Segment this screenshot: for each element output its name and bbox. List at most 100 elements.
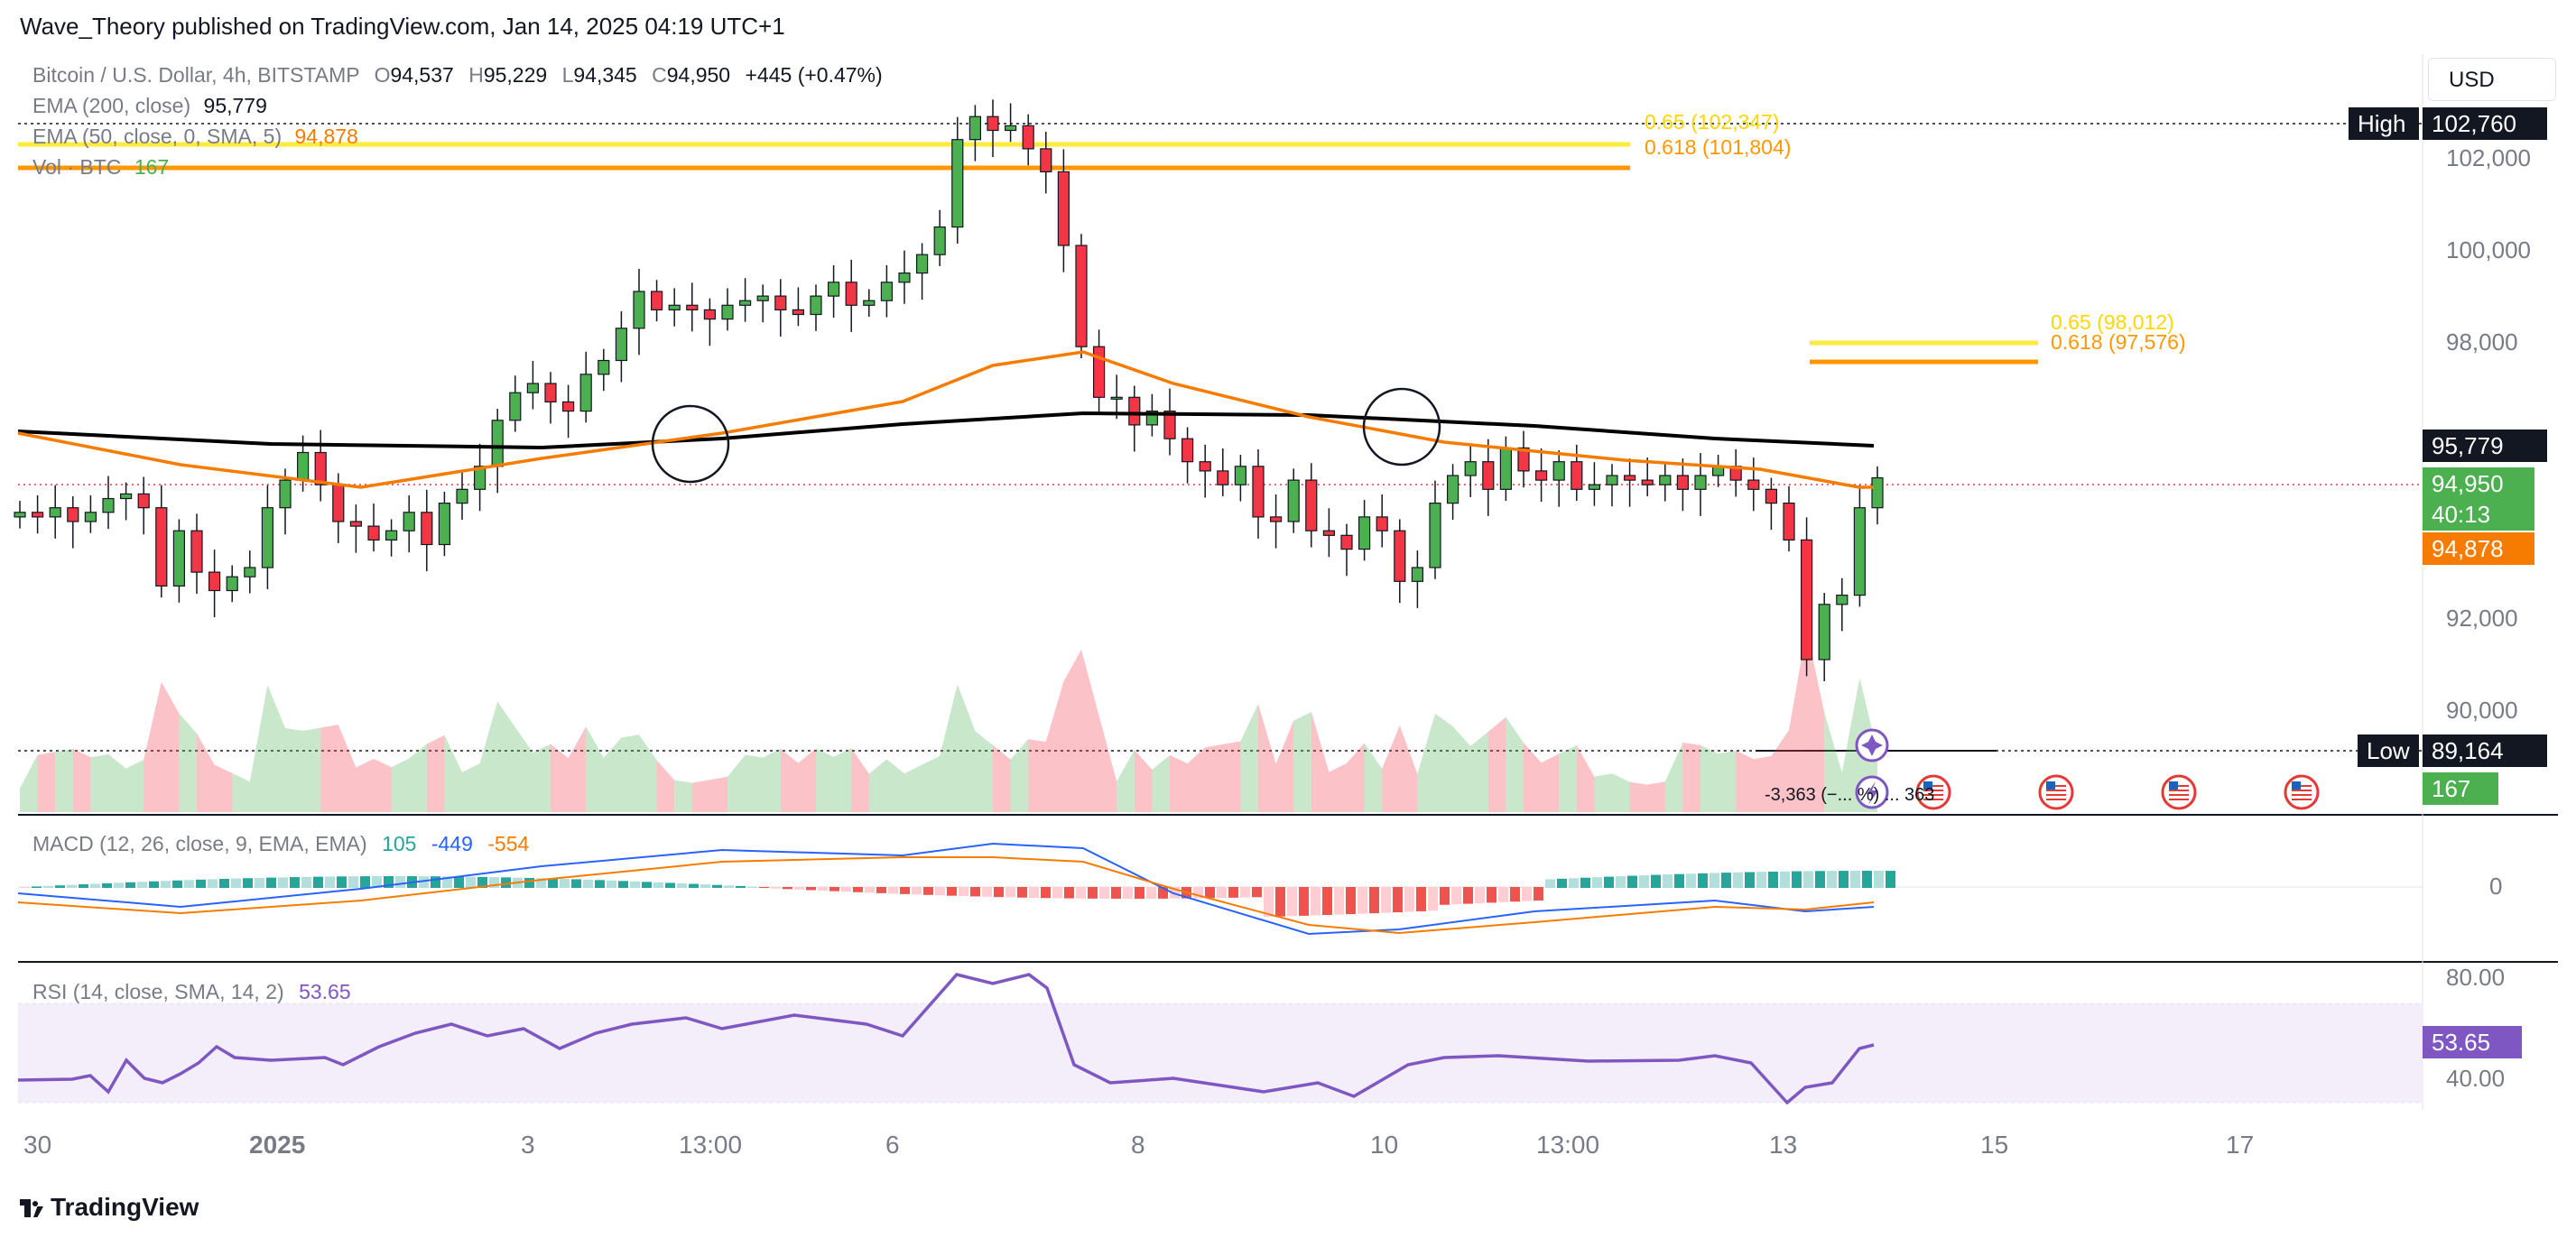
macd-hist-bar [43,885,53,888]
macd-hist-bar [1311,887,1320,916]
macd-hist-bar [1510,887,1520,902]
rsi-line [17,973,1875,1105]
macd-hist-bar [1886,871,1895,888]
macd-hist-bar [1686,873,1696,888]
fib-065-top-label: 0.65 (102,347) [1645,110,1780,134]
candle [403,512,415,531]
price-tick: 102,000 [2446,144,2531,171]
ema50-legend[interactable]: EMA (50, close, 0, SMA, 5) 94,878 [32,125,358,148]
macd-hist-bar [1498,887,1508,902]
volume-area [285,727,303,812]
candle [845,282,857,306]
crossover-circle-left [651,404,730,484]
candle [721,304,734,320]
candle [1464,461,1477,476]
candle [1800,539,1813,661]
macd-hist-bar [1135,887,1144,899]
candle [349,521,362,527]
candle [385,530,398,541]
macd-hist-bar [1017,887,1027,898]
candle [155,507,168,587]
candle [544,383,557,402]
volume-area [709,776,727,812]
time-tick: 10 [1370,1131,1399,1159]
candle [1871,476,1884,509]
candle [1305,479,1318,531]
time-tick: 2025 [249,1131,306,1159]
macd-hist-bar [548,878,558,888]
volume-legend[interactable]: Vol · BTC 167 [32,155,170,179]
macd-hist-bar [1252,887,1262,898]
volume-area [37,752,56,812]
ema200-legend[interactable]: EMA (200, close) 95,779 [32,94,267,117]
macd-hist-bar [841,887,851,892]
candle [1623,475,1636,481]
macd-hist-bar [67,884,77,888]
volume-tag: 167 [2423,772,2498,805]
volume-area [1028,739,1046,812]
macd-legend[interactable]: MACD (12, 26, close, 9, EMA, EMA) 105 -4… [32,832,530,855]
volume-area [922,755,941,812]
volume-area [780,748,799,812]
macd-hist-bar [360,876,370,888]
volume-area [1524,743,1542,812]
us-flag-event-icon [1915,774,1951,810]
volume-area [320,725,338,812]
volume-area [1134,749,1153,812]
volume-area [1347,743,1365,812]
volume-area [1081,650,1099,812]
macd-hist-bar [325,876,335,888]
symbol-legend: Bitcoin / U.S. Dollar, 4h, BITSTAMP O94,… [32,63,883,87]
macd-hist-bar [1850,871,1860,888]
currency-selector[interactable]: USD [2428,58,2556,101]
volume-area [1576,744,1595,812]
macd-hist-bar [935,887,945,896]
candle [421,512,433,546]
macd-hist-bar [1170,887,1180,899]
macd-hist-bar [1627,875,1637,888]
macd-hist-bar [900,887,910,894]
macd-hist-bar [477,876,487,888]
candle [1446,475,1459,504]
macd-hist-bar [912,887,922,895]
volume-area [1771,730,1789,812]
macd-hist-bar [442,876,452,888]
macd-hist-bar [1123,887,1133,899]
macd-hist-bar [1874,871,1884,888]
macd-hist-bar [536,878,546,888]
time-tick: 3 [521,1131,535,1159]
price-tick: 100,000 [2446,236,2531,263]
macd-hist-bar [1839,871,1849,888]
volume-area [993,744,1011,812]
macd-hist-bar [337,876,347,888]
us-flag-event-icon [2161,774,2197,810]
rsi-legend[interactable]: RSI (14, close, SMA, 14, 2) 53.65 [32,980,351,1003]
volume-area [886,759,904,812]
macd-hist-bar [642,882,652,888]
macd-hist-bar [947,887,957,896]
macd-hist-bar [560,879,570,888]
volume-area [940,684,958,812]
volume-bars [20,629,1877,812]
candle [1534,470,1548,481]
candle [261,507,273,568]
macd-hist-bar [712,884,722,888]
volume-area [1629,781,1648,812]
macd-hist-bar [959,887,968,897]
volume-area [904,764,922,812]
macd-hist-bar [1487,887,1496,903]
tradingview-mark-icon [20,1199,43,1217]
candle [951,139,964,228]
time-tick: 13:00 [1536,1131,1600,1159]
macd-hist-bar [923,887,933,895]
macd-hist-bar [1111,887,1121,899]
volume-area [1010,739,1029,812]
price-tick: 90,000 [2446,697,2518,724]
macd-hist-bar [1005,887,1015,898]
volume-area [957,684,976,812]
macd-hist-bar [1440,887,1450,905]
tradingview-logo[interactable]: TradingView [20,1193,199,1222]
macd-hist-bar [982,887,992,897]
macd-hist-bar [1428,887,1438,911]
